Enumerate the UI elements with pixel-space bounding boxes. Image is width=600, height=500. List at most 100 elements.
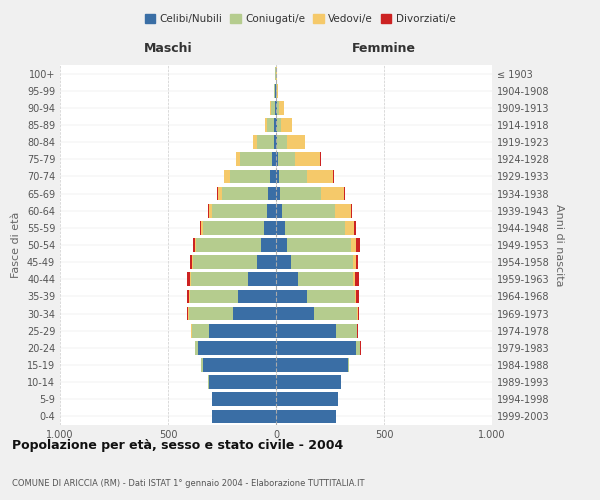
Bar [203, 221, 264, 234]
Bar [357, 306, 358, 320]
Bar [337, 324, 357, 338]
Bar [276, 136, 277, 149]
Bar [193, 256, 257, 269]
Bar [277, 101, 279, 114]
Bar [276, 186, 280, 200]
Bar [268, 186, 276, 200]
Bar [276, 221, 284, 234]
Bar [236, 152, 241, 166]
Bar [195, 341, 198, 354]
Bar [350, 204, 352, 218]
Bar [284, 221, 345, 234]
Bar [307, 170, 333, 183]
Bar [267, 118, 274, 132]
Bar [295, 152, 320, 166]
Bar [230, 170, 269, 183]
Bar [279, 101, 284, 114]
Bar [355, 272, 359, 286]
Bar [322, 186, 344, 200]
Bar [274, 118, 276, 132]
Bar [287, 136, 305, 149]
Bar [187, 272, 190, 286]
Bar [356, 256, 358, 269]
Text: Femmine: Femmine [352, 42, 416, 54]
Bar [222, 186, 268, 200]
Y-axis label: Fasce di età: Fasce di età [11, 212, 21, 278]
Bar [314, 306, 357, 320]
Bar [233, 306, 276, 320]
Bar [356, 341, 360, 354]
Bar [276, 272, 298, 286]
Bar [276, 170, 279, 183]
Bar [192, 324, 209, 338]
Bar [217, 186, 218, 200]
Text: Popolazione per età, sesso e stato civile - 2004: Popolazione per età, sesso e stato civil… [12, 440, 343, 452]
Bar [270, 101, 271, 114]
Bar [287, 238, 350, 252]
Bar [203, 358, 276, 372]
Legend: Celibi/Nubili, Coniugati/e, Vedovi/e, Divorziati/e: Celibi/Nubili, Coniugati/e, Vedovi/e, Di… [140, 10, 460, 29]
Bar [291, 256, 353, 269]
Y-axis label: Anni di nascita: Anni di nascita [554, 204, 563, 286]
Bar [276, 410, 337, 424]
Bar [218, 186, 222, 200]
Bar [277, 136, 287, 149]
Bar [202, 358, 203, 372]
Bar [356, 238, 360, 252]
Bar [277, 84, 278, 98]
Bar [261, 238, 276, 252]
Bar [224, 170, 230, 183]
Bar [298, 272, 353, 286]
Bar [278, 152, 295, 166]
Bar [208, 376, 209, 389]
Bar [272, 152, 276, 166]
Bar [196, 238, 261, 252]
Bar [276, 306, 314, 320]
Bar [276, 256, 291, 269]
Bar [335, 204, 350, 218]
Bar [276, 101, 277, 114]
Bar [202, 221, 203, 234]
Text: Maschi: Maschi [143, 42, 193, 54]
Bar [187, 306, 188, 320]
Bar [193, 238, 196, 252]
Bar [274, 136, 276, 149]
Bar [280, 186, 322, 200]
Bar [191, 272, 248, 286]
Bar [350, 238, 356, 252]
Bar [200, 221, 202, 234]
Bar [269, 170, 276, 183]
Bar [276, 358, 349, 372]
Bar [276, 392, 338, 406]
Bar [277, 118, 281, 132]
Bar [276, 290, 307, 304]
Bar [276, 118, 277, 132]
Bar [212, 392, 276, 406]
Bar [212, 410, 276, 424]
Bar [276, 324, 337, 338]
Bar [257, 136, 274, 149]
Bar [279, 170, 307, 183]
Bar [264, 221, 276, 234]
Bar [276, 238, 287, 252]
Bar [208, 204, 209, 218]
Bar [353, 256, 356, 269]
Bar [212, 204, 268, 218]
Bar [187, 290, 189, 304]
Bar [275, 101, 276, 114]
Bar [355, 290, 356, 304]
Bar [356, 290, 359, 304]
Text: COMUNE DI ARICCIA (RM) - Dati ISTAT 1° gennaio 2004 - Elaborazione TUTTITALIA.IT: COMUNE DI ARICCIA (RM) - Dati ISTAT 1° g… [12, 478, 365, 488]
Bar [353, 272, 355, 286]
Bar [276, 152, 278, 166]
Bar [238, 290, 276, 304]
Bar [307, 290, 355, 304]
Bar [275, 84, 276, 98]
Bar [198, 341, 276, 354]
Bar [345, 221, 354, 234]
Bar [358, 306, 359, 320]
Bar [209, 376, 276, 389]
Bar [209, 204, 212, 218]
Bar [190, 290, 238, 304]
Bar [190, 256, 193, 269]
